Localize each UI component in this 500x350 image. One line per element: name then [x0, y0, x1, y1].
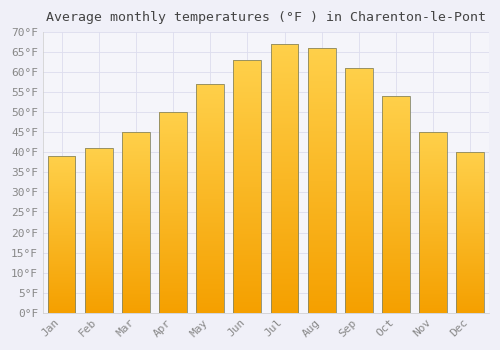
Bar — [234, 60, 262, 313]
Bar — [48, 156, 76, 313]
Bar — [419, 132, 447, 313]
Bar — [345, 68, 373, 313]
Bar — [122, 132, 150, 313]
Bar — [196, 84, 224, 313]
Bar — [270, 44, 298, 313]
Bar — [159, 112, 187, 313]
Bar — [382, 96, 410, 313]
Title: Average monthly temperatures (°F ) in Charenton-le-Pont: Average monthly temperatures (°F ) in Ch… — [46, 11, 486, 24]
Bar — [308, 48, 336, 313]
Bar — [456, 152, 484, 313]
Bar — [85, 148, 112, 313]
